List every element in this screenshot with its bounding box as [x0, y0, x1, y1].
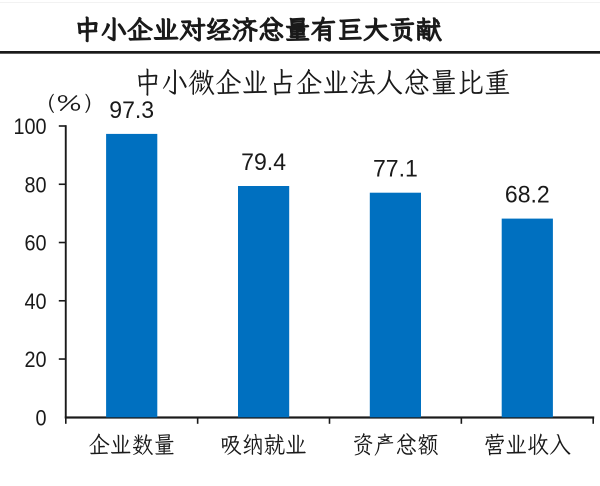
- svg-text:0: 0: [35, 406, 46, 430]
- svg-text:97.3: 97.3: [109, 96, 154, 123]
- svg-text:79.4: 79.4: [241, 149, 286, 176]
- svg-text:100: 100: [13, 115, 46, 139]
- svg-text:20: 20: [24, 348, 46, 372]
- svg-text:77.1: 77.1: [373, 155, 418, 182]
- svg-text:60: 60: [24, 232, 46, 256]
- svg-text:80: 80: [24, 173, 46, 197]
- svg-text:68.2: 68.2: [505, 181, 550, 208]
- svg-text:40: 40: [24, 290, 46, 314]
